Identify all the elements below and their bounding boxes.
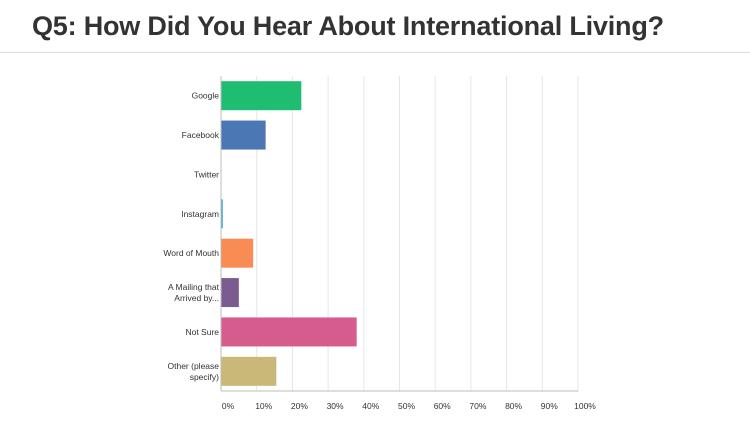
header: Q5: How Did You Hear About International…: [0, 0, 750, 53]
bar: [221, 238, 254, 268]
x-tick-label: 90%: [541, 401, 558, 411]
x-tick-label: 0%: [222, 401, 235, 411]
x-tick-label: 40%: [362, 401, 379, 411]
x-tick-label: 50%: [398, 401, 415, 411]
category-label: Instagram: [181, 209, 219, 219]
category-label: specify): [190, 372, 219, 382]
category-labels: Google Facebook Twitter Instagram Word of Mo…: [163, 91, 219, 382]
category-label: Other (please: [168, 361, 220, 371]
x-tick-labels: 0% 10% 20% 30% 40% 50% 60% 70% 80% 90% 100%: [222, 401, 596, 411]
x-tick-label: 20%: [291, 401, 308, 411]
bar: [221, 317, 357, 347]
bar: [221, 120, 266, 150]
category-label: A Mailing that: [168, 282, 220, 292]
x-tick-label: 70%: [469, 401, 486, 411]
category-label: Facebook: [182, 130, 220, 140]
category-label: Google: [192, 91, 220, 101]
category-label: Not Sure: [185, 327, 219, 337]
category-label: Twitter: [194, 169, 219, 179]
bar: [221, 199, 223, 229]
bar: [221, 278, 239, 308]
bar: [221, 356, 277, 386]
bars: [221, 81, 357, 386]
bar: [221, 81, 302, 111]
x-tick-label: 10%: [255, 401, 272, 411]
x-tick-label: 100%: [574, 401, 596, 411]
x-tick-label: 60%: [434, 401, 451, 411]
category-label: Word of Mouth: [163, 248, 219, 258]
category-label: Arrived by...: [174, 293, 219, 303]
x-tick-label: 80%: [505, 401, 522, 411]
x-tick-label: 30%: [327, 401, 344, 411]
page-title: Q5: How Did You Hear About International…: [32, 11, 664, 41]
